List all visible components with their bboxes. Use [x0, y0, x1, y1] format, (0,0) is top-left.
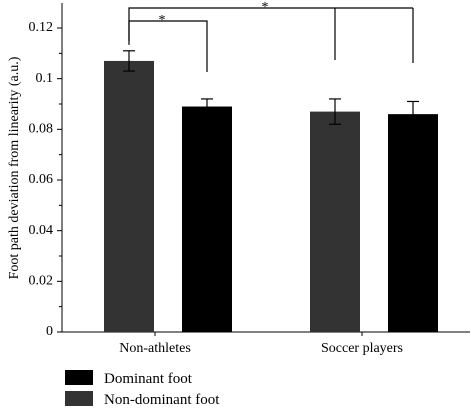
- error-bars: [123, 50, 419, 128]
- bracket-inner-line: [128, 20, 208, 72]
- bracket-helper: [335, 8, 412, 79]
- significance-brackets: **: [128, 0, 414, 79]
- x-tick-labels: Non-athletes Soccer players: [119, 332, 403, 356]
- y-tick-label: 0.04: [29, 223, 54, 238]
- y-tick-label: 0.08: [29, 122, 54, 137]
- y-tick-label: 0.02: [29, 274, 54, 289]
- bar-dominant-foot: [182, 106, 232, 333]
- bar-non-dominant-foot: [104, 60, 154, 332]
- bars: [104, 60, 438, 333]
- y-tick-label: 0.06: [29, 172, 54, 187]
- significance-star: *: [159, 13, 166, 28]
- legend-swatch-dominant-foot: [65, 370, 93, 385]
- legend: Dominant foot Non-dominant foot: [65, 370, 220, 408]
- x-tick-label: Non-athletes: [119, 341, 191, 356]
- bar-non-dominant-foot: [310, 111, 360, 332]
- x-tick-label: Soccer players: [321, 341, 403, 356]
- significance-star: *: [262, 0, 269, 15]
- y-ticks: 0 0.02 0.04 0.06 0.08 0.1 0.12: [29, 20, 62, 339]
- y-tick-label: 0.12: [29, 20, 54, 35]
- legend-swatch-non-dominant-foot: [65, 391, 93, 406]
- legend-label-non-dominant-foot: Non-dominant foot: [104, 392, 220, 408]
- legend-label-dominant-foot: Dominant foot: [104, 371, 193, 387]
- bar-dominant-foot: [388, 114, 438, 332]
- y-axis-label: Foot path deviation from linearity (a.u.…: [7, 56, 22, 279]
- y-tick-label: 0: [46, 324, 53, 339]
- y-tick-label: 0.1: [36, 71, 54, 86]
